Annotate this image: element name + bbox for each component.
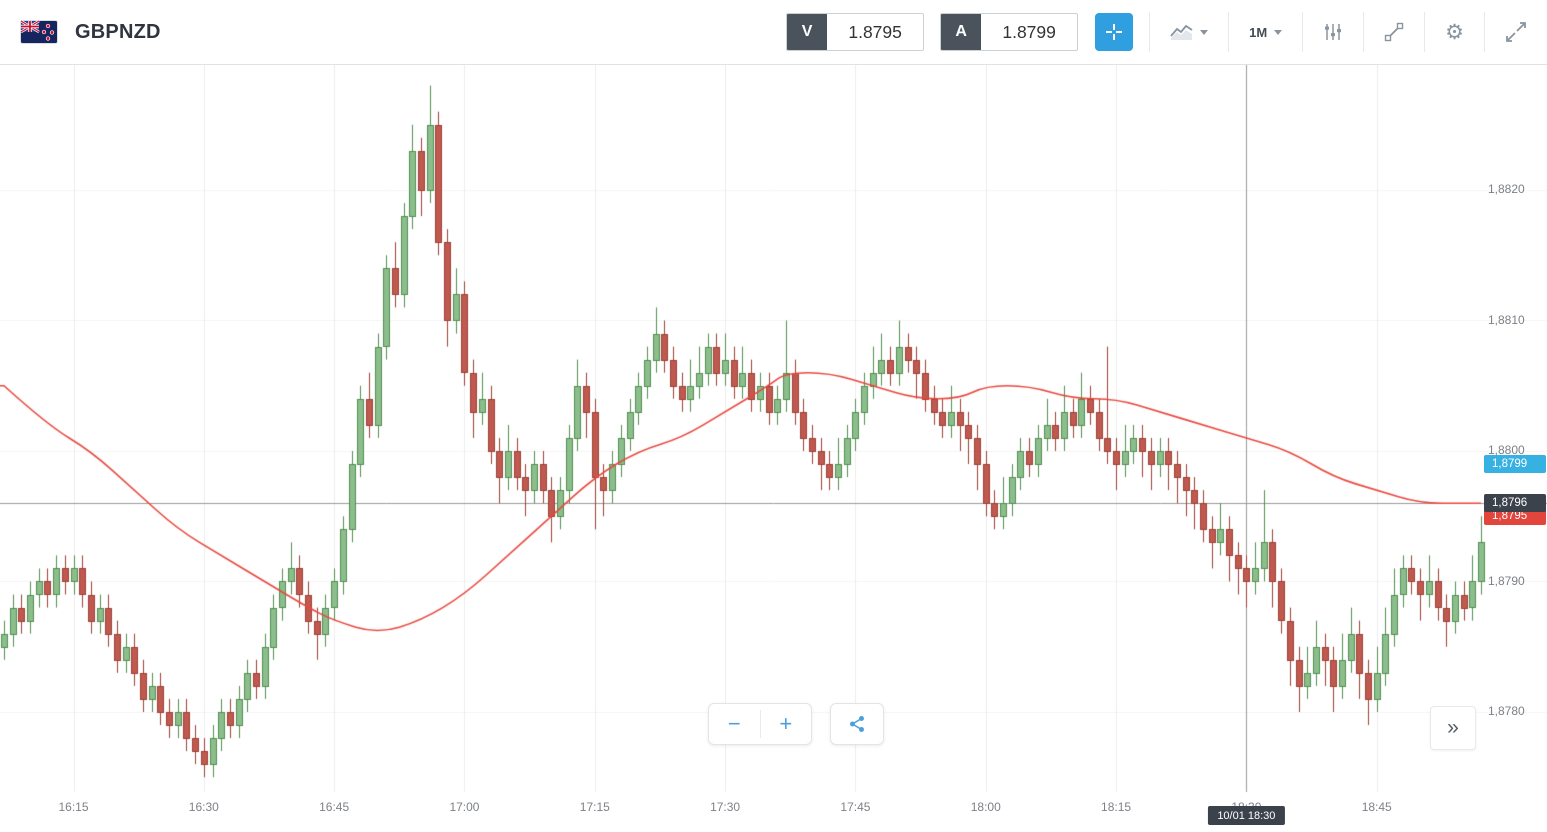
- more-button[interactable]: »: [1430, 706, 1476, 750]
- y-axis-label: 1,8780: [1488, 704, 1525, 718]
- x-axis-label: 16:15: [58, 800, 89, 814]
- nzd-flag-icon: [20, 20, 60, 45]
- chevron-down-icon: [1274, 29, 1283, 35]
- chart-area: 1,8820 1,8810 1,8800 1,8790 1,8780 16:15 16:3…: [0, 65, 1547, 832]
- expand-button[interactable]: [1487, 0, 1533, 64]
- toolbar: GBPNZD V 1.8795 A 1.8799 1M: [0, 0, 1547, 65]
- toolbar-divider: [1363, 12, 1365, 52]
- drawing-tools-button[interactable]: [1366, 0, 1422, 64]
- sell-quote-group[interactable]: V 1.8795: [786, 13, 925, 51]
- timeframe-label: 1M: [1249, 24, 1268, 40]
- toolbar-divider: [1228, 12, 1230, 52]
- timeframe-button[interactable]: 1M: [1231, 0, 1300, 64]
- y-axis-label: 1,8790: [1488, 573, 1525, 588]
- y-axis-label: 1,8820: [1488, 182, 1525, 196]
- sell-button[interactable]: V: [787, 14, 828, 50]
- x-axis-label: 18:15: [1101, 800, 1132, 814]
- toolbar-right: V 1.8795 A 1.8799 1M: [770, 0, 1533, 64]
- zoom-out-button[interactable]: −: [727, 711, 741, 736]
- x-axis-label: 16:45: [319, 800, 350, 814]
- expand-icon: [1506, 22, 1526, 42]
- last-price-badge: 1,8796: [1484, 494, 1546, 513]
- share-icon: [850, 716, 864, 732]
- drawing-tools-icon: [1384, 22, 1404, 42]
- buy-button[interactable]: A: [941, 14, 982, 50]
- instrument-brand: GBPNZD: [20, 20, 161, 45]
- buy-quote-group[interactable]: A 1.8799: [940, 13, 1079, 51]
- toolbar-divider: [1424, 12, 1426, 52]
- ask-price-badge: 1,8799: [1484, 455, 1546, 474]
- toolbar-divider: [1149, 12, 1151, 52]
- crosshair-tool-button[interactable]: [1095, 13, 1134, 51]
- toolbar-divider: [1484, 12, 1485, 52]
- double-chevron-right-icon: »: [1447, 716, 1459, 739]
- x-axis-label: 18:45: [1361, 800, 1392, 814]
- zoom-in-button[interactable]: +: [779, 711, 793, 736]
- chart-type-icon: [1170, 24, 1193, 40]
- buy-price: 1.8799: [1002, 21, 1056, 42]
- crosshair-time-badge: 10/01 18:30: [1208, 806, 1285, 825]
- toolbar-divider: [1302, 12, 1304, 52]
- chevron-down-icon: [1200, 29, 1209, 35]
- x-axis-label: 17:00: [449, 800, 480, 814]
- x-axis-label: 18:00: [970, 800, 1001, 814]
- zoom-divider: [759, 710, 761, 738]
- x-axis-label: 17:30: [710, 800, 741, 814]
- indicators-icon: [1325, 24, 1342, 40]
- symbol-title: GBPNZD: [75, 20, 161, 43]
- chart-type-button[interactable]: [1152, 0, 1226, 64]
- crosshair-icon: [1106, 24, 1123, 40]
- share-button[interactable]: [830, 703, 884, 745]
- x-axis-label: 17:45: [840, 800, 871, 814]
- gear-icon: ⚙: [1445, 20, 1464, 44]
- settings-button[interactable]: ⚙: [1427, 0, 1482, 64]
- zoom-controls: − +: [708, 703, 812, 745]
- x-axis-label: 17:15: [579, 800, 610, 814]
- sell-price: 1.8795: [848, 21, 902, 42]
- x-axis-label: 16:30: [188, 800, 219, 814]
- y-axis-label: 1,8810: [1488, 312, 1525, 327]
- y-axis-label: 1,8800: [1488, 443, 1525, 457]
- indicators-button[interactable]: [1305, 0, 1361, 64]
